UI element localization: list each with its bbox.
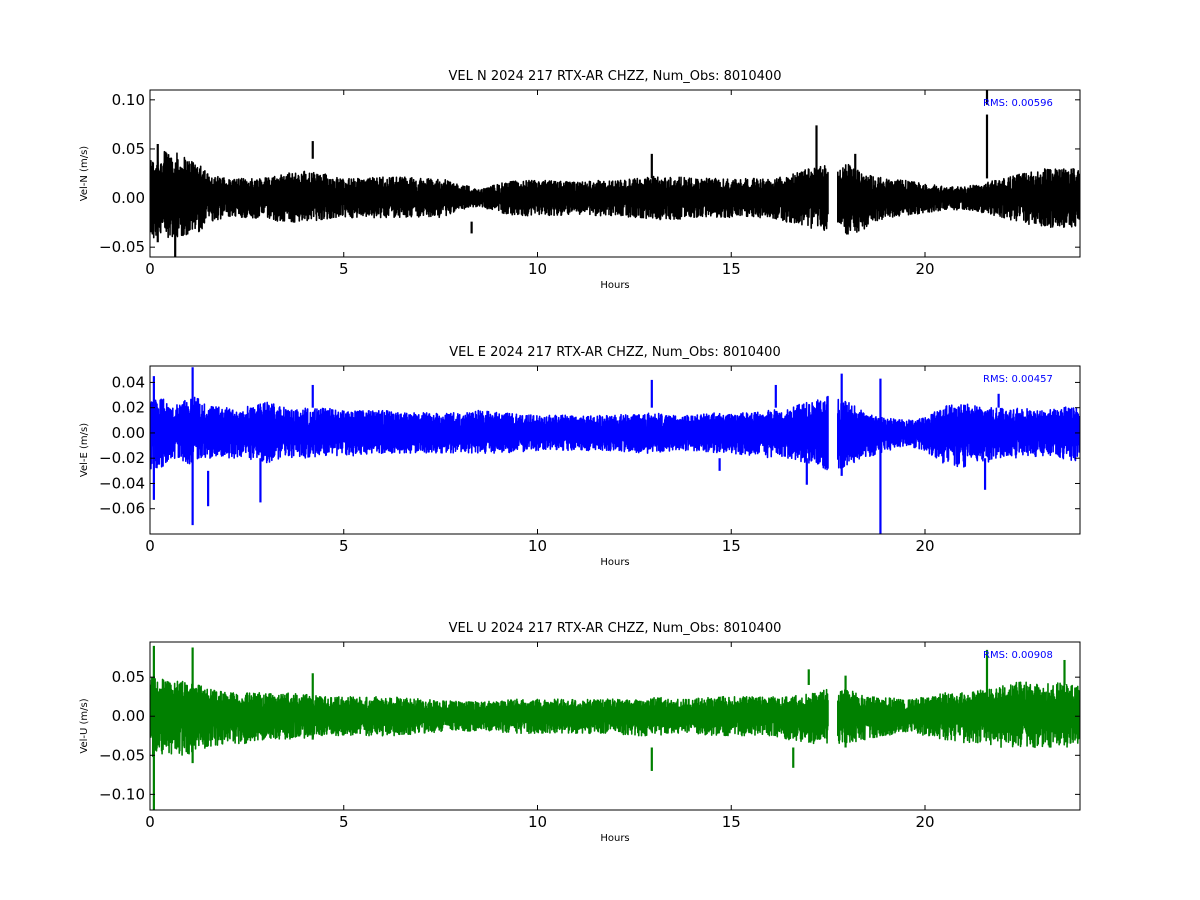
series-trace-east-1 (150, 395, 829, 471)
y-tick-label: −0.06 (99, 500, 145, 518)
chart-title: VEL N 2024 217 RTX-AR CHZZ, Num_Obs: 801… (449, 69, 782, 84)
x-tick-label: 15 (722, 813, 741, 831)
y-axis-label: Vel-N (m/s) (79, 146, 90, 201)
y-tick-label: 0.05 (112, 140, 145, 158)
y-tick-label: 0.00 (112, 424, 145, 442)
data-series-north (150, 90, 1080, 257)
y-tick-label: −0.02 (99, 449, 145, 467)
x-tick-label: 0 (145, 260, 155, 278)
y-tick-label: 0.00 (112, 189, 145, 207)
x-axis-label: Hours (600, 280, 629, 291)
x-tick-label: 10 (528, 813, 547, 831)
data-series-up (150, 645, 1080, 810)
series-trace-north-2 (837, 163, 1080, 235)
x-tick-label: 5 (339, 813, 349, 831)
chart-title: VEL E 2024 217 RTX-AR CHZZ, Num_Obs: 801… (449, 345, 780, 360)
x-axis-label: Hours (600, 557, 629, 568)
axes-frame (149, 641, 1081, 811)
y-tick-label: −0.05 (99, 746, 145, 764)
y-tick-label: 0.10 (112, 91, 145, 109)
axes-frame (149, 365, 1081, 535)
y-axis-label: Vel-U (m/s) (79, 698, 90, 753)
panel-east: VEL E 2024 217 RTX-AR CHZZ, Num_Obs: 801… (79, 345, 1081, 568)
panel-north: VEL N 2024 217 RTX-AR CHZZ, Num_Obs: 801… (79, 69, 1081, 291)
y-tick-label: −0.04 (99, 474, 145, 492)
x-tick-label: 5 (339, 537, 349, 555)
y-tick-label: −0.10 (99, 785, 145, 803)
y-tick-label: 0.05 (112, 668, 145, 686)
axes-frame (149, 89, 1081, 258)
y-tick-label: 0.04 (112, 373, 145, 391)
series-trace-up-2 (837, 681, 1080, 749)
x-tick-label: 10 (528, 260, 547, 278)
y-axis-label: Vel-E (m/s) (79, 423, 90, 477)
panel-up: VEL U 2024 217 RTX-AR CHZZ, Num_Obs: 801… (79, 621, 1081, 844)
series-trace-east-2 (837, 398, 1080, 469)
rms-annotation: RMS: 0.00596 (983, 98, 1053, 109)
x-tick-label: 15 (722, 260, 741, 278)
x-tick-label: 20 (915, 813, 934, 831)
rms-annotation: RMS: 0.00908 (983, 650, 1053, 661)
x-tick-label: 10 (528, 537, 547, 555)
data-series-east (150, 367, 1080, 534)
x-tick-label: 0 (145, 537, 155, 555)
x-tick-label: 20 (915, 260, 934, 278)
y-tick-label: 0.02 (112, 399, 145, 417)
y-tick-label: 0.00 (112, 707, 145, 725)
series-trace-up-1 (150, 676, 829, 758)
x-tick-label: 15 (722, 537, 741, 555)
rms-annotation: RMS: 0.00457 (983, 374, 1053, 385)
chart-title: VEL U 2024 217 RTX-AR CHZZ, Num_Obs: 801… (449, 621, 782, 636)
x-tick-label: 0 (145, 813, 155, 831)
x-tick-label: 5 (339, 260, 349, 278)
series-trace-north-1 (150, 150, 829, 239)
x-axis-label: Hours (600, 833, 629, 844)
x-tick-label: 20 (915, 537, 934, 555)
y-tick-label: −0.05 (99, 238, 145, 256)
